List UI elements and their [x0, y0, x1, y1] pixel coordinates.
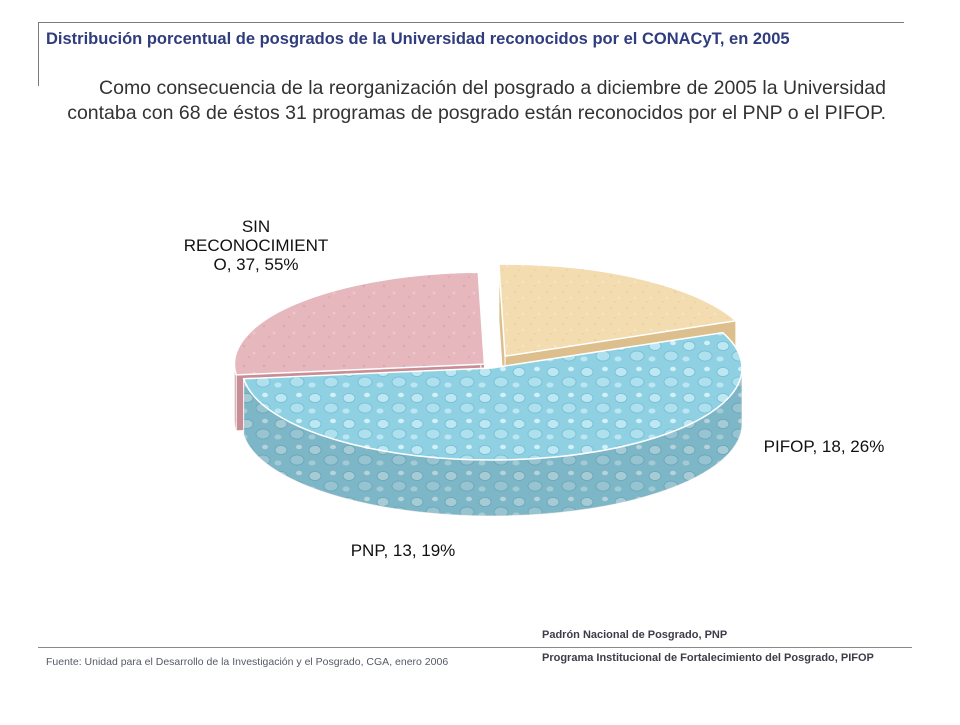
source-note: Fuente: Unidad para el Desarrollo de la …: [46, 656, 449, 668]
slice-label-sin-reconocimiento: SIN RECONOCIMIENT O, 37, 55%: [184, 217, 329, 274]
pie-labels: SIN RECONOCIMIENT O, 37, 55% PIFOP, 18, 26%…: [184, 217, 885, 560]
slice-label-line: SIN: [242, 217, 270, 236]
slice-label-line: PNP, 13, 19%: [351, 541, 456, 560]
pie-slices: [233, 263, 743, 517]
legend-pifop: Programa Institucional de Fortalecimient…: [542, 652, 874, 664]
slice-top: [242, 331, 743, 461]
slice-label-line: PIFOP, 18, 26%: [764, 437, 885, 456]
pie-slice-sin-reconocimiento: [242, 331, 743, 517]
slide-title: Distribución porcentual de posgrados de …: [46, 30, 790, 48]
slice-side-shade: [243, 368, 742, 517]
slice-top: [498, 263, 738, 358]
legend-pnp: Padrón Nacional de Posgrado, PNP: [542, 629, 728, 641]
slice-top: [233, 271, 486, 376]
frame-left-line: [38, 22, 39, 86]
frame-top-line: [38, 22, 904, 23]
slice-side-shade: [234, 364, 237, 431]
slide-description: Como consecuencia de la reorganización d…: [67, 77, 886, 124]
slice-label-pnp: PNP, 13, 19%: [351, 541, 456, 560]
footer-rule: [38, 647, 912, 648]
slice-label-line: O, 37, 55%: [213, 255, 298, 274]
slice-label-line: RECONOCIMIENT: [184, 236, 329, 255]
slice-label-pifop: PIFOP, 18, 26%: [764, 437, 885, 456]
